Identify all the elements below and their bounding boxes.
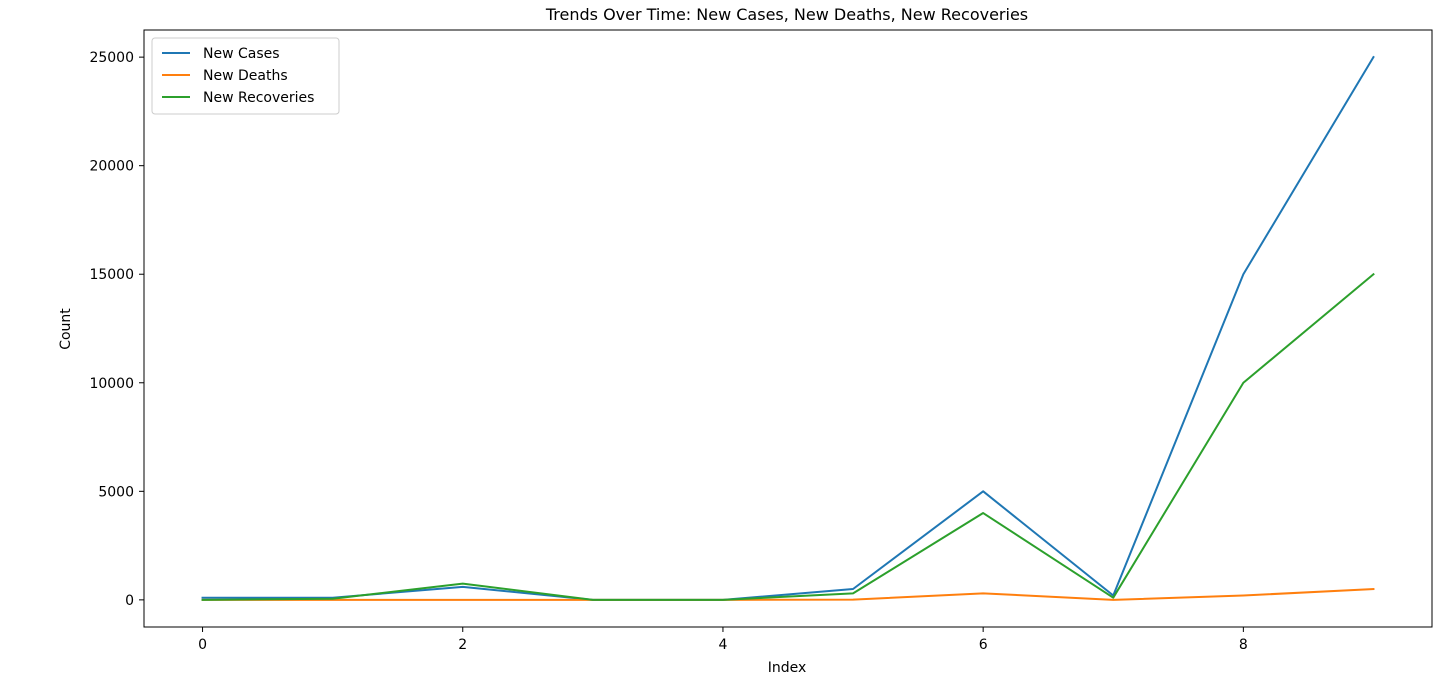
legend-label-1: New Deaths	[203, 68, 288, 84]
chart-title: Trends Over Time: New Cases, New Deaths,…	[545, 5, 1028, 24]
y-tick-label-1: 5000	[98, 484, 134, 500]
x-tick-label-1: 2	[458, 637, 467, 653]
legend-label-2: New Recoveries	[203, 90, 314, 106]
y-tick-label-5: 25000	[89, 50, 134, 66]
legend-box	[151, 37, 340, 115]
x-tick-label-4: 8	[1239, 637, 1248, 653]
plot-area	[144, 30, 1432, 627]
x-tick-label-3: 6	[979, 637, 988, 653]
x-tick-label-2: 4	[718, 637, 727, 653]
series-line-0	[201, 55, 1375, 601]
y-tick-label-2: 10000	[89, 376, 134, 392]
series-line-2	[201, 272, 1375, 601]
x-axis: 0 2 4 6 8	[198, 627, 1248, 653]
y-tick-label-4: 20000	[89, 159, 134, 175]
series-line-1	[201, 587, 1375, 601]
x-axis-label: Index	[768, 660, 807, 676]
legend: New Cases New Deaths New Recoveries	[151, 37, 340, 115]
y-axis-label: Count	[58, 308, 74, 350]
y-tick-label-0: 0	[125, 593, 134, 609]
y-tick-label-3: 15000	[89, 267, 134, 283]
x-tick-label-0: 0	[198, 637, 207, 653]
series-layer	[201, 55, 1375, 601]
plot-frame	[143, 29, 1433, 628]
y-axis: 0 5000 10000 15000 20000 25000	[89, 50, 144, 609]
legend-label-0: New Cases	[203, 46, 280, 62]
